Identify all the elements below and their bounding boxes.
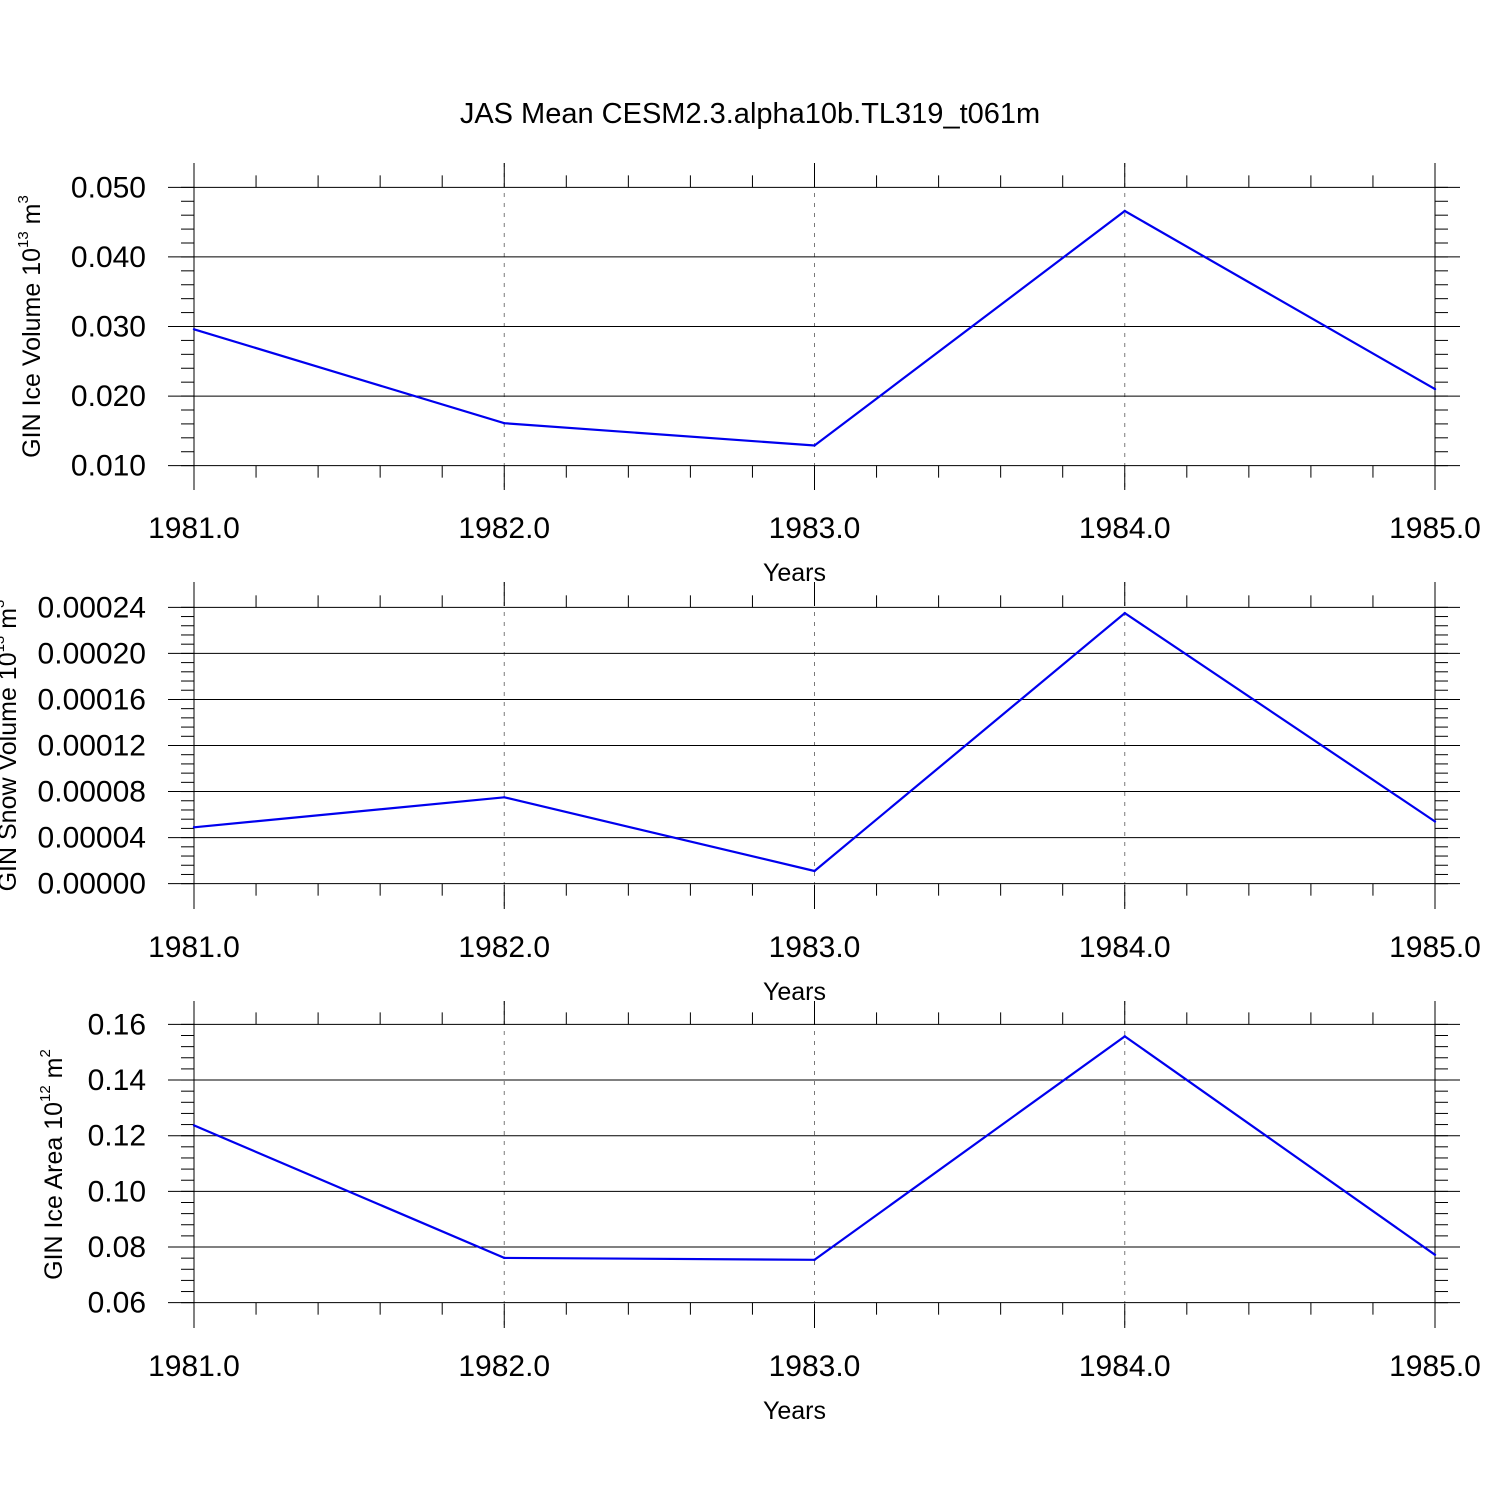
panel-2: 0.00000 0.00004 0.00008 0.00012 0.00016 0.000…	[0, 582, 1481, 1006]
y-tick-label: 0.14	[88, 1064, 146, 1097]
y-tick-label: 0.020	[71, 380, 146, 413]
data-point	[1123, 209, 1126, 213]
x-tick-label: 1985.0	[1389, 512, 1481, 545]
x-tick-label: 1984.0	[1079, 1350, 1171, 1383]
data-point	[192, 328, 196, 331]
y-tick-label: 0.00008	[38, 776, 146, 809]
data-point	[1123, 611, 1126, 615]
data-point	[503, 422, 506, 425]
data-point	[1433, 1253, 1437, 1257]
y-tick-label: 0.030	[71, 311, 146, 344]
figure-title: JAS Mean CESM2.3.alpha10b.TL319_t061m	[459, 98, 1041, 130]
x-tick-label: 1985.0	[1389, 931, 1481, 964]
series-line	[193, 1034, 1436, 1261]
y-tick-label: 0.050	[71, 171, 146, 204]
data-point	[813, 444, 816, 447]
x-tick-label: 1983.0	[769, 512, 861, 545]
y-axis-label: GIN Ice Area 1012 m2	[37, 1049, 68, 1280]
x-tick-label: 1983.0	[769, 1350, 861, 1383]
x-tick-label: 1981.0	[148, 512, 240, 545]
x-axis-label: Years	[763, 559, 826, 587]
data-point	[192, 826, 196, 829]
data-point	[1433, 820, 1437, 823]
x-tick-label: 1984.0	[1079, 931, 1171, 964]
x-axis-label: Years	[763, 1397, 826, 1425]
y-tick-label: 0.00004	[38, 822, 146, 855]
x-tick-label: 1982.0	[458, 512, 550, 545]
data-point	[1433, 387, 1437, 391]
panel-3: 0.06 0.08 0.10 0.12 0.14 0.16 1981.0 1982.0 1983…	[37, 1001, 1481, 1425]
x-tick-label: 1982.0	[458, 931, 550, 964]
y-tick-label: 0.16	[88, 1008, 146, 1041]
x-tick-label: 1984.0	[1079, 512, 1171, 545]
x-axis-label: Years	[763, 978, 826, 1006]
y-tick-label: 0.00012	[38, 730, 146, 763]
x-tick-label: 1982.0	[458, 1350, 550, 1383]
y-tick-label: 0.010	[71, 450, 146, 483]
data-point	[503, 796, 506, 799]
x-tick-label: 1985.0	[1389, 1350, 1481, 1383]
y-axis-label: GIN Ice Volume 1013 m3	[15, 195, 46, 458]
x-tick-label: 1981.0	[148, 931, 240, 964]
y-tick-label: 0.00024	[38, 591, 146, 624]
panel-1: 0.010 0.020 0.030 0.040 0.050 1981.0 1982.0 198…	[15, 163, 1481, 587]
y-tick-label: 0.12	[88, 1120, 146, 1153]
y-tick-label: 0.040	[71, 241, 146, 274]
y-tick-label: 0.10	[88, 1175, 146, 1208]
data-point	[813, 1258, 816, 1262]
data-point	[813, 869, 816, 873]
x-tick-label: 1983.0	[769, 931, 861, 964]
data-point	[192, 1124, 196, 1127]
y-tick-label: 0.00020	[38, 637, 146, 670]
y-axis-label: GIN Snow Volume 1013 m3	[0, 600, 22, 892]
y-tick-label: 0.06	[88, 1287, 146, 1320]
y-tick-label: 0.08	[88, 1231, 146, 1264]
y-tick-label: 0.00000	[38, 868, 146, 901]
data-point	[503, 1256, 506, 1260]
y-tick-label: 0.00016	[38, 683, 146, 716]
x-tick-label: 1981.0	[148, 1350, 240, 1383]
data-point	[1123, 1035, 1126, 1038]
